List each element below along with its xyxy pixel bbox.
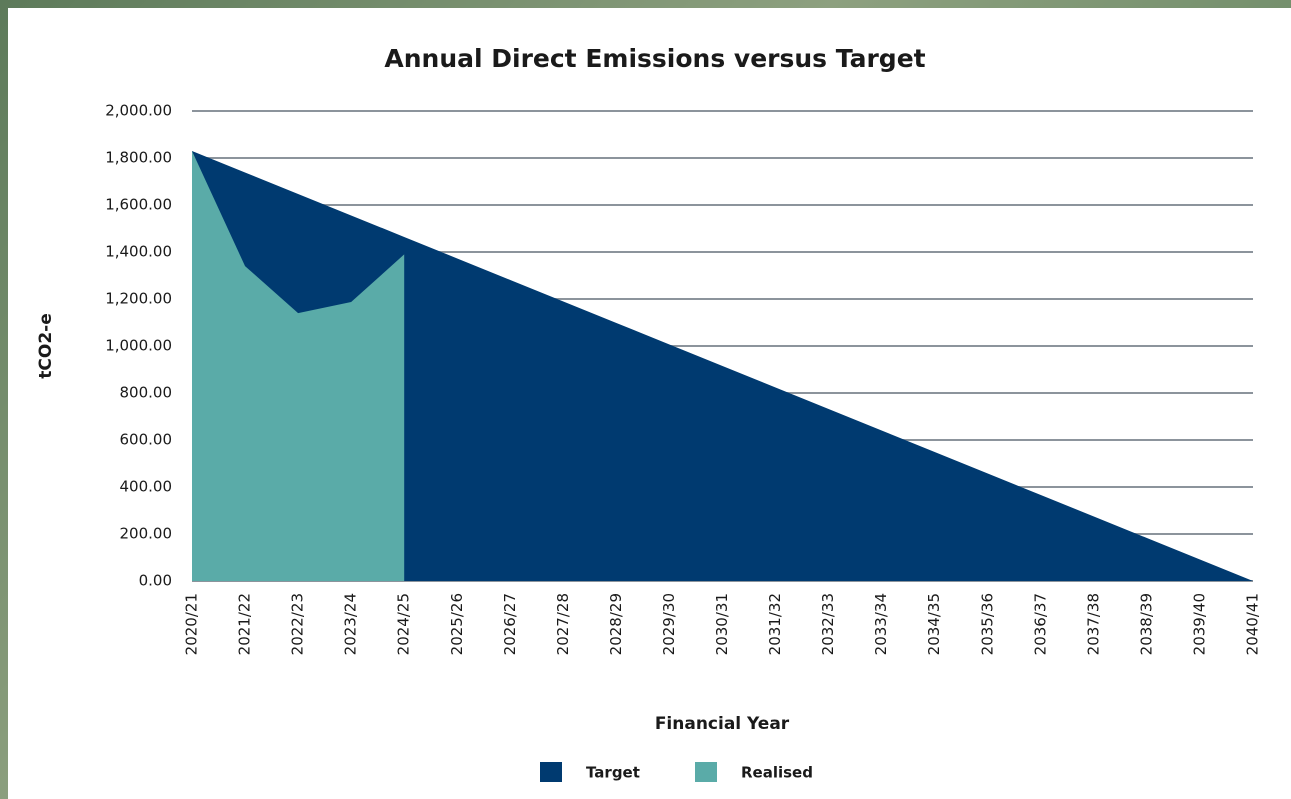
- y-tick-label: 1,400.00: [105, 243, 172, 261]
- x-tick-label: 2039/40: [1190, 593, 1208, 655]
- x-tick-label: 2028/29: [607, 593, 625, 655]
- y-tick-label: 400.00: [120, 478, 173, 496]
- y-axis-title: tCO2-e: [36, 313, 56, 378]
- x-tick-label: 2020/21: [183, 593, 201, 655]
- x-tick-label: 2021/22: [236, 593, 254, 655]
- x-tick-label: 2025/26: [448, 593, 466, 655]
- x-tick-label: 2031/32: [766, 593, 784, 655]
- chart: Annual Direct Emissions versus Target Fi…: [0, 0, 1291, 799]
- y-tick-label: 1,000.00: [105, 337, 172, 355]
- y-tick-label: 1,600.00: [105, 196, 172, 214]
- x-tick-label: 2023/24: [342, 593, 360, 655]
- y-tick-label: 1,800.00: [105, 149, 172, 167]
- legend-label: Realised: [741, 764, 813, 782]
- y-tick-label: 600.00: [120, 431, 173, 449]
- y-tick-label: 2,000.00: [105, 102, 172, 120]
- x-tick-label: 2040/41: [1244, 593, 1262, 655]
- x-tick-label: 2026/27: [501, 593, 519, 655]
- x-tick-label: 2036/37: [1031, 593, 1049, 655]
- x-tick-label: 2034/35: [925, 593, 943, 655]
- page: {"chart_data": {"type": "area", "title":…: [0, 0, 1291, 799]
- legend-label: Target: [586, 764, 640, 782]
- x-tick-label: 2030/31: [713, 593, 731, 655]
- x-tick-label: 2037/38: [1084, 593, 1102, 655]
- x-tick-label: 2033/34: [872, 593, 890, 655]
- x-tick-label: 2032/33: [819, 593, 837, 655]
- x-tick-label: 2027/28: [554, 593, 572, 655]
- x-tick-label: 2024/25: [395, 593, 413, 655]
- y-tick-label: 1,200.00: [105, 290, 172, 308]
- x-axis-title: Financial Year: [655, 714, 790, 734]
- x-tick-label: 2035/36: [978, 593, 996, 655]
- x-tick-label: 2022/23: [289, 593, 307, 655]
- x-tick-label: 2038/39: [1137, 593, 1155, 655]
- legend-swatch: [540, 762, 562, 782]
- legend-swatch: [695, 762, 717, 782]
- y-tick-label: 800.00: [120, 384, 173, 402]
- y-tick-label: 0.00: [139, 572, 172, 590]
- x-tick-label: 2029/30: [660, 593, 678, 655]
- chart-title: Annual Direct Emissions versus Target: [384, 44, 925, 73]
- y-tick-label: 200.00: [120, 525, 173, 543]
